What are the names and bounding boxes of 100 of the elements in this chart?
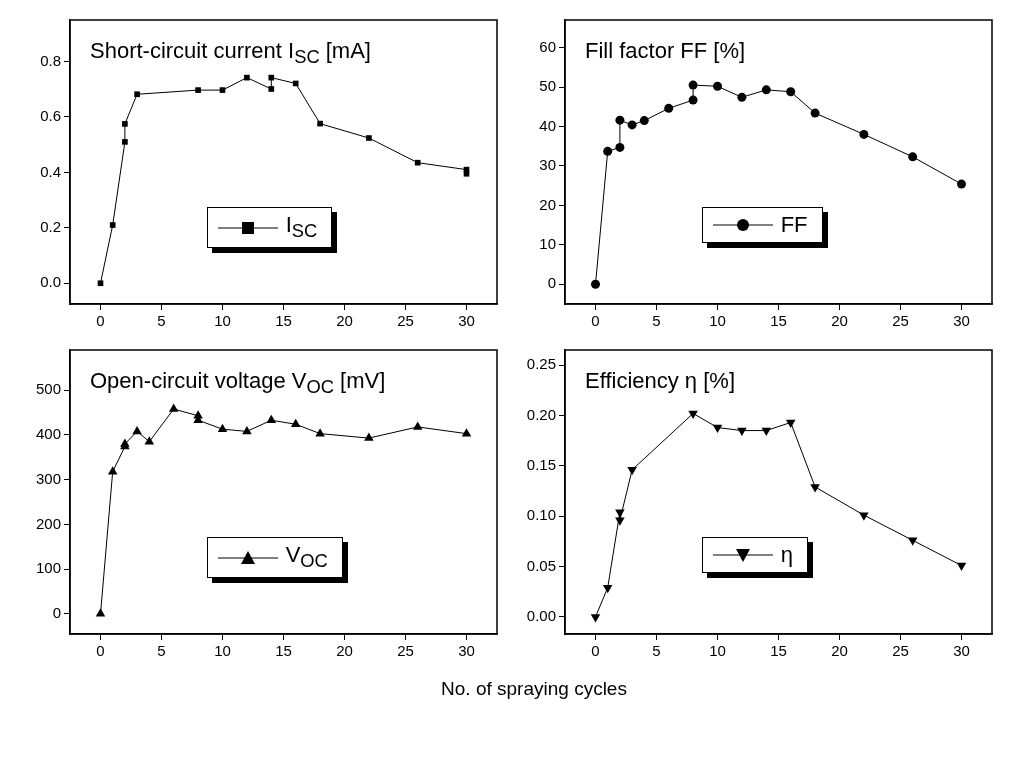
x-tick-label: 25	[397, 312, 414, 330]
point	[908, 152, 918, 162]
point	[591, 279, 600, 289]
point	[268, 74, 275, 81]
point	[810, 108, 820, 118]
point	[97, 280, 104, 287]
point	[664, 103, 674, 113]
point	[122, 121, 128, 127]
x-tick-label: 15	[770, 312, 787, 330]
point	[217, 423, 228, 432]
x-tick-label: 0	[96, 642, 105, 660]
point	[810, 484, 820, 493]
x-tick-label: 25	[397, 642, 414, 660]
y-tick-label: 50	[539, 77, 556, 95]
point	[688, 410, 698, 419]
point	[461, 428, 472, 437]
point	[364, 432, 374, 441]
x-tick-label: 5	[652, 642, 661, 660]
text: Open-circuit voltage V$_{OC}$ [mV]	[90, 368, 386, 399]
point	[366, 135, 372, 141]
y-tick-label: 0.10	[526, 506, 556, 524]
point	[603, 146, 613, 156]
y-tick-label: 0	[547, 274, 556, 292]
y-tick-label: 0.4	[40, 162, 61, 180]
legend-label: V$_{OC}$	[285, 542, 328, 573]
x-tick-label: 5	[157, 312, 166, 330]
text: Short-circuit current I$_{SC}$ [mA]	[90, 38, 371, 69]
point	[737, 427, 747, 437]
point	[688, 95, 698, 105]
x-tick-label: 0	[591, 642, 600, 660]
point	[639, 116, 649, 126]
y-tick-label: 0.8	[40, 51, 61, 69]
point	[956, 562, 967, 572]
legend-label: η	[780, 542, 793, 569]
point	[268, 86, 275, 92]
x-tick-label: 30	[953, 312, 970, 330]
point	[109, 222, 116, 228]
point	[317, 120, 323, 127]
y-tick-label: 200	[35, 514, 61, 532]
point	[786, 87, 796, 97]
x-tick-label: 15	[275, 312, 292, 330]
point	[219, 87, 226, 93]
point	[602, 584, 613, 594]
x-axis-title: No. of spraying cycles	[440, 678, 628, 700]
x-tick-label: 15	[275, 642, 292, 660]
point	[615, 509, 625, 518]
y-tick-label: 40	[539, 116, 556, 134]
y-tick-label: 0.6	[40, 107, 61, 125]
x-tick-label: 25	[892, 642, 909, 660]
point	[737, 92, 747, 102]
point	[292, 80, 299, 87]
point	[859, 129, 869, 139]
y-tick-label: 400	[35, 425, 61, 443]
point	[242, 425, 252, 435]
x-tick-label: 25	[892, 312, 909, 330]
point	[590, 614, 601, 623]
x-tick-label: 10	[709, 312, 726, 330]
y-tick-label: 0.00	[526, 607, 556, 625]
point	[134, 91, 140, 98]
x-tick-label: 0	[96, 312, 105, 330]
x-tick-label: 20	[336, 312, 353, 330]
point	[627, 467, 637, 476]
point	[266, 414, 277, 423]
legend-label: I$_{SC}$	[285, 212, 318, 243]
y-tick-label: 0.25	[526, 355, 556, 373]
legend-label: FF	[780, 212, 808, 239]
x-tick-label: 30	[953, 642, 970, 660]
point	[713, 81, 722, 91]
y-tick-label: 500	[35, 380, 61, 398]
text: Fill factor FF [%]	[585, 38, 746, 64]
x-tick-label: 30	[458, 642, 475, 660]
y-tick-label: 0.05	[526, 556, 556, 574]
x-tick-label: 0	[591, 312, 600, 330]
point	[688, 80, 698, 90]
y-tick-label: 100	[35, 559, 61, 577]
x-tick-label: 20	[831, 642, 848, 660]
x-tick-label: 10	[214, 642, 231, 660]
point	[627, 120, 637, 130]
y-tick-label: 30	[539, 156, 556, 174]
x-tick-label: 20	[831, 312, 848, 330]
y-tick-label: 0.2	[40, 217, 61, 235]
point	[463, 170, 470, 177]
point	[95, 608, 106, 617]
point	[290, 418, 301, 427]
point	[195, 87, 201, 93]
point	[414, 159, 421, 166]
point	[615, 115, 625, 125]
x-tick-label: 30	[458, 312, 475, 330]
point	[107, 466, 118, 475]
point	[144, 436, 155, 445]
y-tick-label: 20	[539, 195, 556, 213]
point	[412, 421, 423, 430]
y-tick-label: 0.15	[526, 455, 556, 473]
point	[859, 512, 869, 521]
y-tick-label: 10	[539, 234, 556, 252]
y-tick-label: 0.20	[526, 405, 556, 423]
x-tick-label: 5	[652, 312, 661, 330]
y-tick-label: 60	[539, 37, 556, 55]
x-tick-label: 15	[770, 642, 787, 660]
point	[785, 419, 796, 429]
